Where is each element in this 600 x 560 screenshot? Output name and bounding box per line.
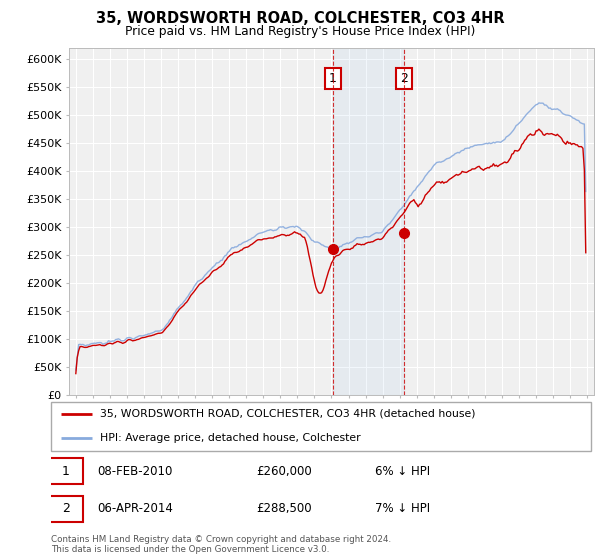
Text: 2: 2 <box>62 502 70 515</box>
FancyBboxPatch shape <box>49 459 83 484</box>
Text: 7% ↓ HPI: 7% ↓ HPI <box>375 502 430 515</box>
Text: 1: 1 <box>329 72 337 85</box>
Text: 06-APR-2014: 06-APR-2014 <box>97 502 173 515</box>
Text: 6% ↓ HPI: 6% ↓ HPI <box>375 465 430 478</box>
Text: 35, WORDSWORTH ROAD, COLCHESTER, CO3 4HR (detached house): 35, WORDSWORTH ROAD, COLCHESTER, CO3 4HR… <box>100 409 475 419</box>
Text: 08-FEB-2010: 08-FEB-2010 <box>97 465 172 478</box>
Text: 35, WORDSWORTH ROAD, COLCHESTER, CO3 4HR: 35, WORDSWORTH ROAD, COLCHESTER, CO3 4HR <box>95 11 505 26</box>
Bar <box>333 48 404 395</box>
FancyBboxPatch shape <box>49 496 83 521</box>
FancyBboxPatch shape <box>51 402 591 451</box>
Text: HPI: Average price, detached house, Colchester: HPI: Average price, detached house, Colc… <box>100 433 360 444</box>
Text: £260,000: £260,000 <box>256 465 312 478</box>
Text: £288,500: £288,500 <box>256 502 312 515</box>
Text: 1: 1 <box>62 465 70 478</box>
Text: 2: 2 <box>400 72 408 85</box>
Text: Price paid vs. HM Land Registry's House Price Index (HPI): Price paid vs. HM Land Registry's House … <box>125 25 475 38</box>
Text: Contains HM Land Registry data © Crown copyright and database right 2024.
This d: Contains HM Land Registry data © Crown c… <box>51 535 391 554</box>
